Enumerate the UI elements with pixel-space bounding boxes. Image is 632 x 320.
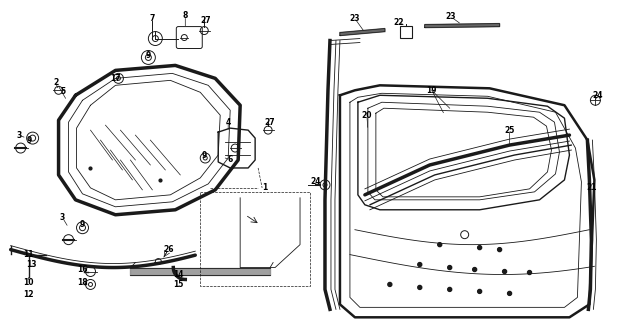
Text: 6: 6: [228, 156, 233, 164]
Text: 2: 2: [53, 78, 58, 87]
Circle shape: [447, 266, 452, 269]
Text: 12: 12: [23, 290, 34, 299]
Text: 24: 24: [592, 91, 603, 100]
Text: 7: 7: [150, 14, 155, 23]
Text: 3: 3: [16, 131, 21, 140]
Text: 20: 20: [362, 111, 372, 120]
Text: 8: 8: [183, 11, 188, 20]
Text: 14: 14: [173, 270, 183, 279]
Bar: [200, 192, 310, 286]
Text: 9: 9: [27, 136, 32, 145]
Circle shape: [438, 243, 442, 247]
Text: 11: 11: [23, 250, 34, 259]
Bar: [400, 26, 412, 37]
Text: 1: 1: [262, 183, 268, 192]
Polygon shape: [340, 28, 385, 36]
Text: 3: 3: [60, 213, 65, 222]
Text: 9: 9: [202, 150, 207, 160]
Circle shape: [507, 292, 511, 295]
Text: 24: 24: [311, 177, 321, 187]
Text: 18: 18: [77, 278, 88, 287]
Text: 4: 4: [226, 118, 231, 127]
Text: 9: 9: [146, 51, 151, 60]
Text: 17: 17: [110, 74, 121, 83]
Text: 5: 5: [60, 87, 65, 96]
Polygon shape: [425, 24, 499, 28]
Text: 27: 27: [265, 118, 276, 127]
Text: 27: 27: [200, 16, 210, 25]
Text: 25: 25: [504, 126, 514, 135]
Text: 23: 23: [349, 14, 360, 23]
Circle shape: [478, 289, 482, 293]
Text: 19: 19: [427, 86, 437, 95]
Circle shape: [418, 262, 422, 267]
Text: 22: 22: [394, 18, 404, 27]
Text: 16: 16: [77, 265, 88, 274]
Circle shape: [388, 283, 392, 286]
Text: 26: 26: [163, 245, 174, 254]
Text: 9: 9: [80, 220, 85, 229]
Circle shape: [447, 287, 452, 292]
Circle shape: [473, 268, 477, 271]
Text: 23: 23: [446, 12, 456, 21]
Circle shape: [528, 270, 532, 275]
Circle shape: [502, 269, 507, 274]
Text: 15: 15: [173, 280, 183, 289]
Text: 21: 21: [586, 183, 597, 192]
Circle shape: [418, 285, 422, 289]
Circle shape: [497, 248, 502, 252]
Text: 13: 13: [27, 260, 37, 269]
Text: 10: 10: [23, 278, 34, 287]
Circle shape: [478, 246, 482, 250]
